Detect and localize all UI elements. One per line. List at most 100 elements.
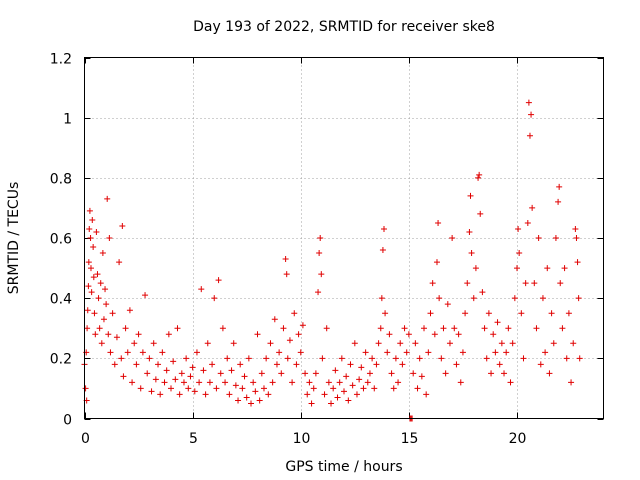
data-point xyxy=(464,280,471,287)
data-point xyxy=(442,370,449,377)
data-point xyxy=(200,367,207,374)
data-point xyxy=(546,370,553,377)
data-point xyxy=(165,331,172,338)
data-point xyxy=(120,373,127,380)
data-point xyxy=(330,385,337,392)
data-point xyxy=(345,397,352,404)
chart-title: Day 193 of 2022, SRMTID for receiver ske… xyxy=(193,19,495,35)
data-point xyxy=(472,265,479,272)
data-point xyxy=(260,385,267,392)
data-point xyxy=(306,379,313,386)
data-point xyxy=(525,99,532,106)
data-point xyxy=(187,373,194,380)
data-point xyxy=(470,295,477,302)
data-point xyxy=(202,391,209,398)
data-point xyxy=(95,295,102,302)
data-point xyxy=(449,235,456,241)
data-point xyxy=(457,379,464,386)
data-point xyxy=(148,388,155,395)
data-point xyxy=(155,361,162,368)
data-point xyxy=(347,361,354,368)
data-point xyxy=(561,265,568,272)
data-point xyxy=(364,379,371,386)
data-point xyxy=(369,355,376,362)
data-point xyxy=(289,379,296,386)
data-point xyxy=(85,283,92,290)
data-point xyxy=(328,400,335,407)
data-point xyxy=(189,364,196,371)
data-point xyxy=(436,295,443,302)
data-point xyxy=(84,325,91,332)
x-axis-label: GPS time / hours xyxy=(285,459,402,475)
data-point xyxy=(89,216,96,223)
data-point xyxy=(475,174,482,181)
data-point xyxy=(378,295,385,302)
data-point xyxy=(490,331,497,338)
data-point xyxy=(85,259,92,266)
data-point xyxy=(425,349,432,356)
data-point xyxy=(435,219,442,226)
data-point xyxy=(215,277,222,284)
data-point xyxy=(316,250,323,257)
data-point xyxy=(356,376,363,383)
data-point xyxy=(267,340,274,347)
data-point xyxy=(176,391,183,398)
data-point xyxy=(91,310,98,317)
data-point xyxy=(446,340,453,347)
data-point xyxy=(323,325,330,332)
data-point xyxy=(397,340,404,347)
data-point xyxy=(206,379,213,386)
data-point xyxy=(105,331,112,338)
data-point xyxy=(280,325,287,332)
data-point xyxy=(427,310,434,317)
data-point xyxy=(241,373,248,380)
data-point xyxy=(556,183,563,190)
y-tick-label: 0.6 xyxy=(50,232,72,248)
data-point xyxy=(228,367,235,374)
data-point xyxy=(401,325,408,332)
data-point xyxy=(576,355,583,362)
data-point xyxy=(276,349,283,356)
data-point xyxy=(533,325,540,332)
data-point xyxy=(334,394,341,401)
data-point xyxy=(269,379,276,386)
data-point xyxy=(514,265,520,272)
data-point xyxy=(336,379,343,386)
data-point xyxy=(278,370,285,377)
data-point xyxy=(488,370,495,377)
data-point xyxy=(263,355,270,362)
data-point xyxy=(193,349,200,356)
data-point xyxy=(131,340,138,347)
data-point xyxy=(258,370,265,377)
data-point xyxy=(90,244,97,251)
data-point xyxy=(565,310,572,317)
data-point xyxy=(213,385,220,392)
data-point xyxy=(557,280,564,287)
data-point xyxy=(126,307,133,314)
data-point xyxy=(284,355,291,362)
data-point xyxy=(414,385,421,392)
data-point xyxy=(82,385,89,392)
data-point xyxy=(459,349,466,356)
data-point xyxy=(528,111,535,118)
data-point xyxy=(211,295,218,302)
data-point xyxy=(381,225,388,232)
data-point xyxy=(248,400,255,407)
data-point xyxy=(483,355,490,362)
data-point xyxy=(481,325,488,332)
data-point xyxy=(97,280,104,287)
data-point xyxy=(92,331,99,338)
data-point xyxy=(453,361,460,368)
data-point xyxy=(476,171,483,178)
data-point xyxy=(144,370,151,377)
data-point xyxy=(467,192,474,199)
data-point xyxy=(373,361,380,368)
data-point xyxy=(388,370,395,377)
y-tick-label: 0.8 xyxy=(50,172,72,188)
data-point xyxy=(163,367,170,374)
data-point xyxy=(304,391,311,398)
data-point xyxy=(351,340,358,347)
data-point xyxy=(250,379,257,386)
data-point xyxy=(299,322,306,329)
data-point xyxy=(286,337,293,344)
